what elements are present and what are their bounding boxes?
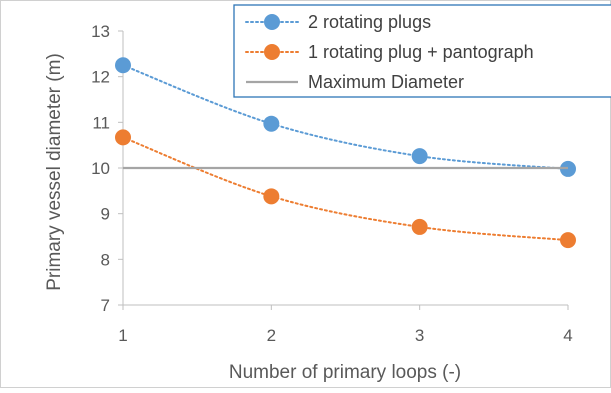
series-2-rotating-plugs: [115, 57, 576, 177]
y-tick-label: 12: [91, 68, 110, 87]
series-line: [122, 136, 569, 242]
legend-marker: [264, 44, 280, 60]
legend-marker: [264, 14, 280, 30]
data-point: [115, 129, 131, 146]
data-point: [115, 57, 131, 74]
y-tick-label: 13: [91, 22, 110, 41]
y-tick-label: 7: [101, 296, 110, 315]
y-tick-label: 9: [101, 205, 110, 224]
legend-label: 2 rotating plugs: [308, 12, 431, 32]
x-tick-label: 3: [415, 326, 424, 345]
x-axis-title: Number of primary loops (-): [229, 362, 461, 383]
data-point: [263, 188, 280, 205]
data-point: [411, 148, 428, 165]
legend-label: Maximum Diameter: [308, 72, 464, 92]
x-tick-label: 2: [267, 326, 276, 345]
data-point: [263, 115, 280, 132]
legend-item-maximum-diameter: Maximum Diameter: [246, 72, 464, 92]
y-tick-label: 11: [92, 113, 110, 132]
y-tick-label: 8: [101, 250, 110, 269]
legend-item-1-rotating-plug-pantograph: 1 rotating plug + pantograph: [245, 42, 534, 62]
data-point: [560, 232, 576, 249]
series-1-rotating-plug-pantograph: [115, 129, 576, 249]
legend-item-2-rotating-plugs: 2 rotating plugs: [245, 12, 431, 32]
x-tick-label: 4: [563, 326, 572, 345]
legend: 2 rotating plugs 1 rotating plug + pantog…: [233, 4, 611, 98]
series-line: [122, 64, 569, 170]
data-point: [411, 218, 428, 235]
y-axis-title: Primary vessel diameter (m): [44, 53, 65, 291]
y-tick-label: 10: [91, 159, 110, 178]
legend-label: 1 rotating plug + pantograph: [308, 42, 534, 62]
x-tick-label: 1: [118, 326, 127, 345]
